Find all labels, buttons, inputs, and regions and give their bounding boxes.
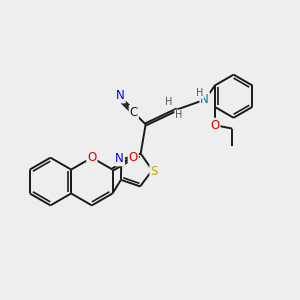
Text: O: O xyxy=(129,151,138,164)
Text: H: H xyxy=(175,110,182,120)
Text: O: O xyxy=(210,119,220,132)
Text: C: C xyxy=(130,106,138,119)
Text: O: O xyxy=(87,151,97,164)
Text: S: S xyxy=(150,165,158,178)
Text: N: N xyxy=(115,152,124,165)
Text: N: N xyxy=(200,93,209,106)
Text: N: N xyxy=(116,89,125,102)
Text: H: H xyxy=(196,88,203,98)
Text: H: H xyxy=(165,97,172,107)
